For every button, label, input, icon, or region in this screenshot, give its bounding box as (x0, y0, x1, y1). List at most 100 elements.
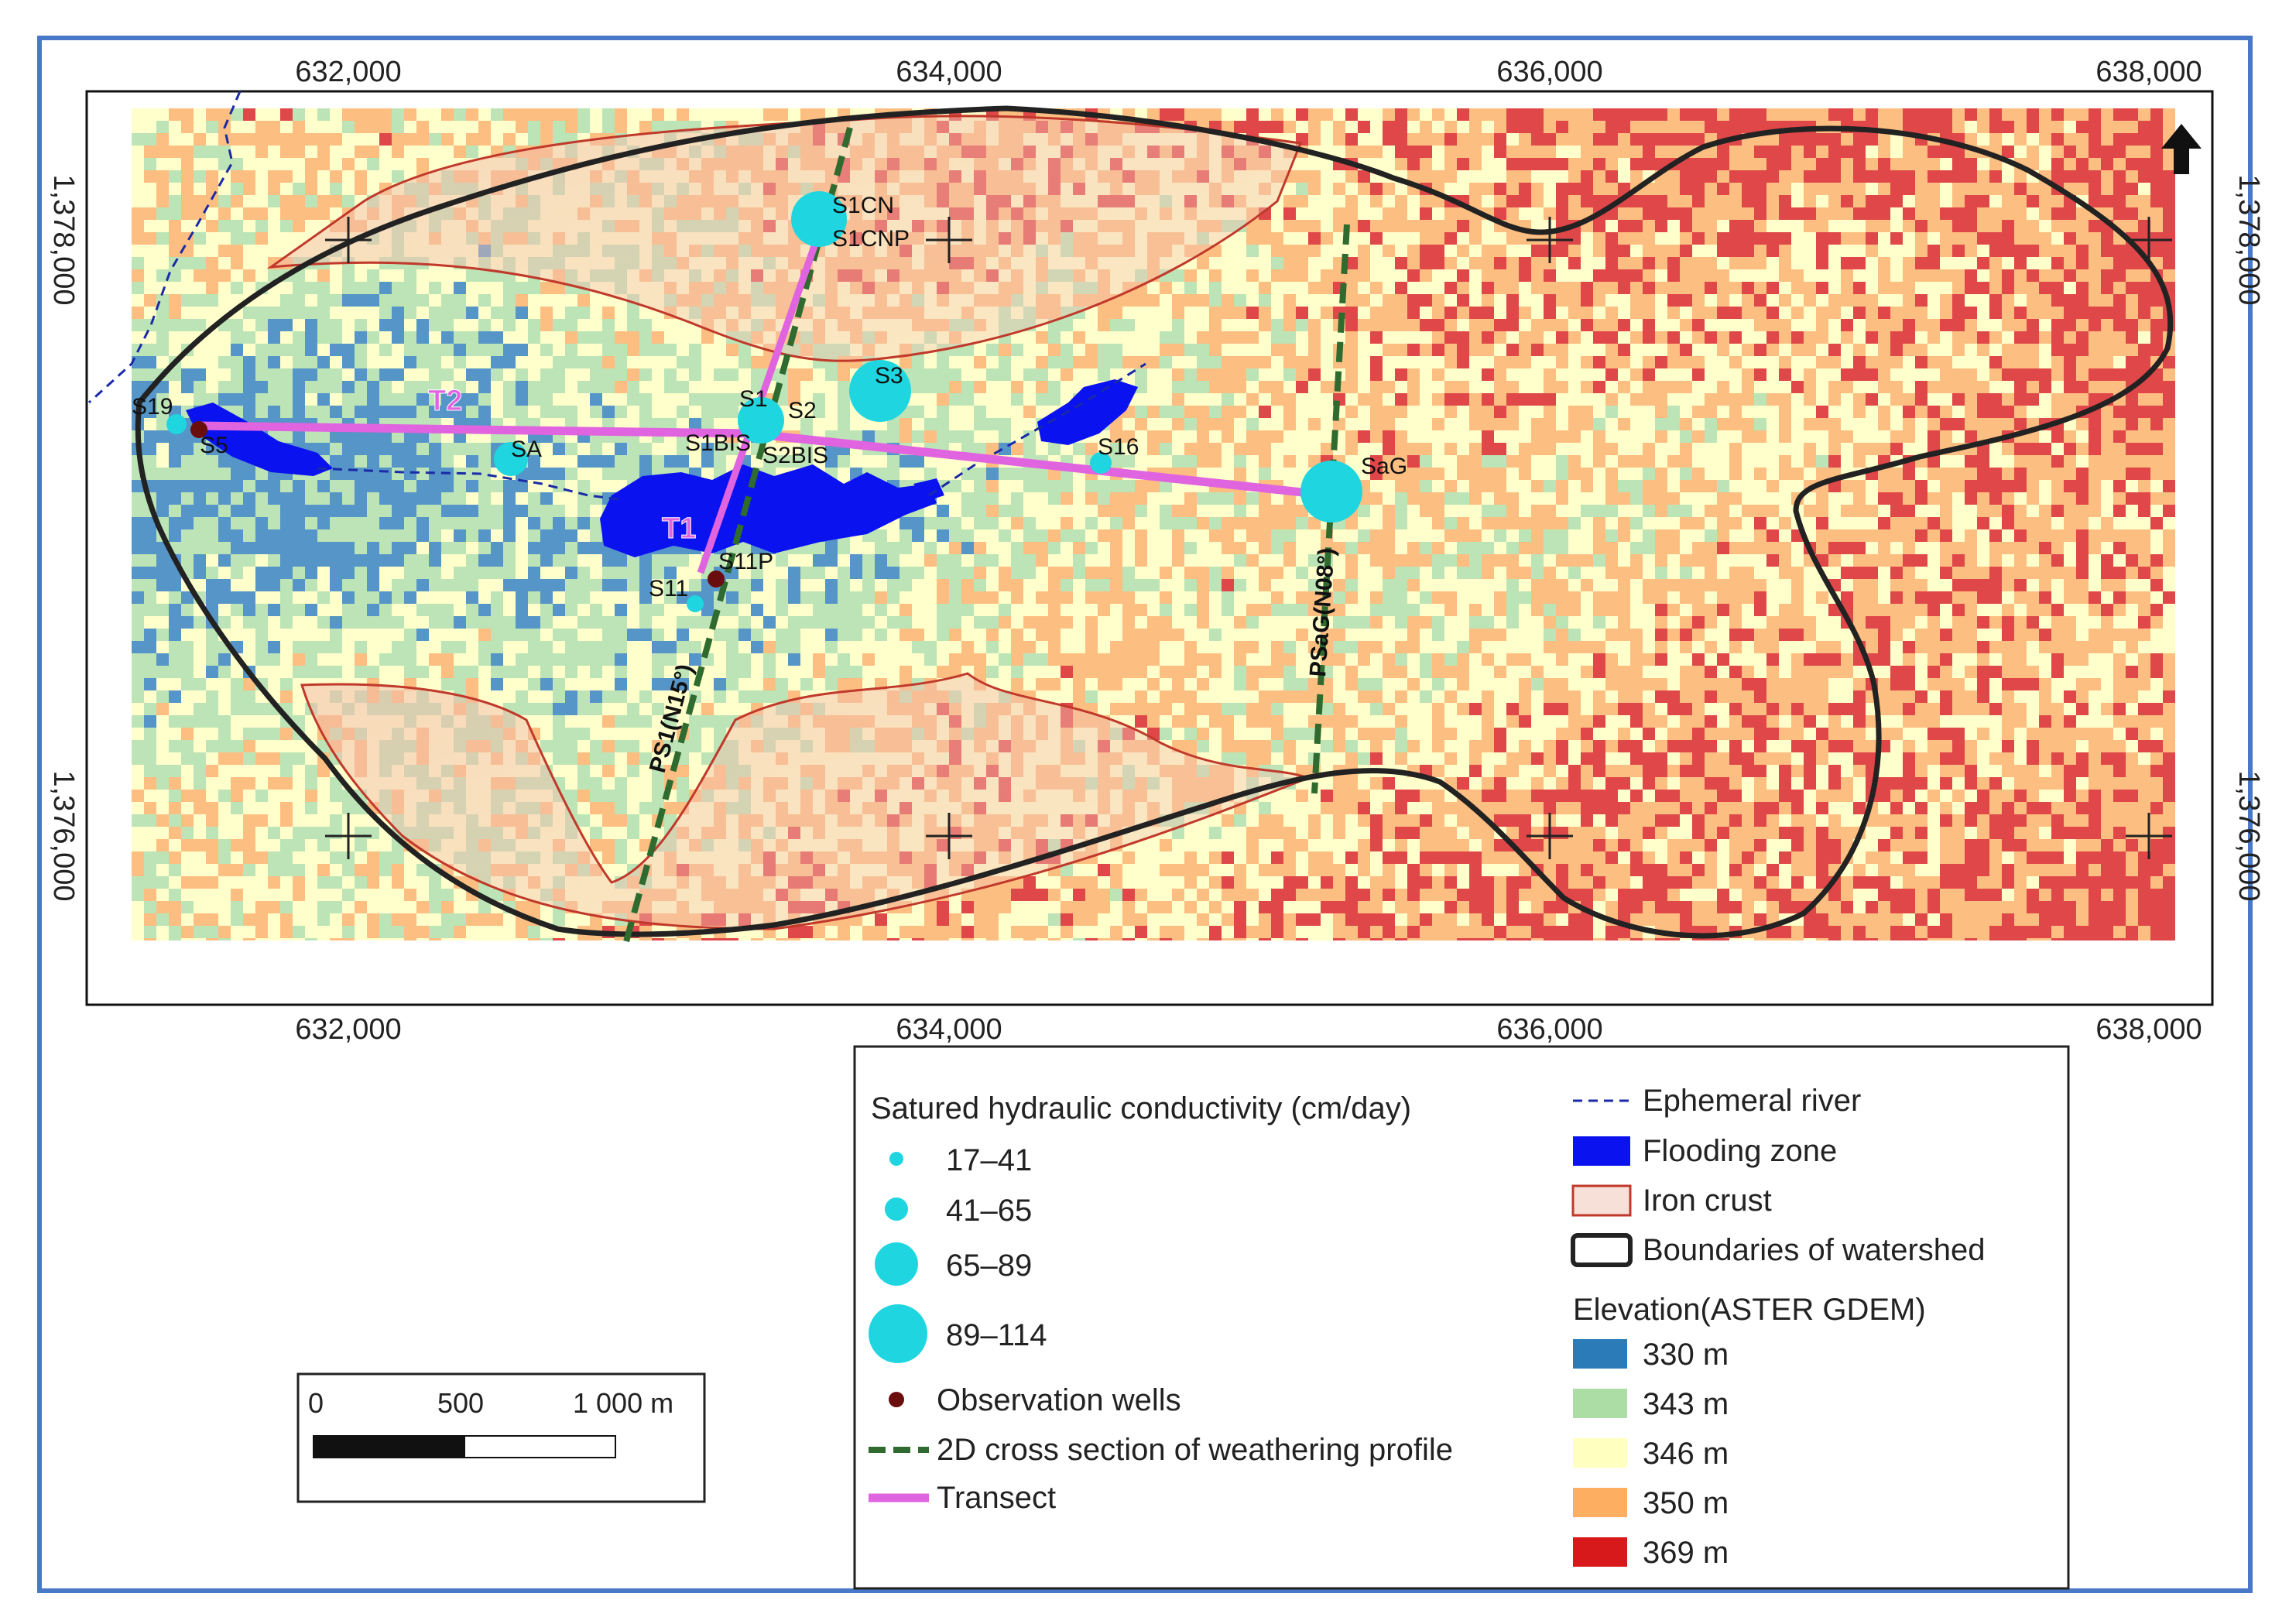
watershed-boundary (135, 105, 2174, 939)
label-s1cn: S1CN (832, 193, 894, 218)
scale-label-1000: 1 000 m (573, 1387, 673, 1419)
conductivity-points (166, 191, 1362, 612)
legend-symbol-flooding (1573, 1136, 1630, 1166)
x-tick-top: 634,000 (896, 56, 1002, 88)
legend-boundaries: Boundaries of watershed (1643, 1233, 1986, 1267)
legend-flooding-zone: Flooding zone (1643, 1134, 1837, 1168)
y-tick-right: 1,376,000 (2232, 770, 2265, 901)
iron-crust-south (300, 672, 1312, 930)
legend-elevation-label: 343 m (1643, 1387, 1729, 1421)
legend-symbol-89-114 (869, 1304, 927, 1363)
point-sag[interactable] (1300, 461, 1362, 522)
transect-t2-west (197, 421, 752, 438)
legend-symbol-41-65 (885, 1197, 908, 1221)
legend-class-17-41: 17–41 (946, 1143, 1032, 1177)
graticule-cross (2126, 217, 2172, 263)
scale-label-500: 500 (437, 1387, 484, 1419)
site-labels: S1CN S1CNP S3 S1 S2 S1BIS S2BIS S19 S5 S… (132, 193, 1407, 601)
legend-elevation-label: 346 m (1643, 1437, 1729, 1471)
scale-label-0: 0 (308, 1387, 324, 1419)
legend: Satured hydraulic conductivity (cm/day) … (853, 1045, 2070, 1590)
well-s11p[interactable] (708, 570, 725, 588)
point-s1cn[interactable] (791, 191, 847, 247)
legend-symbol-iron-crust (1571, 1184, 1632, 1217)
label-s11p: S11P (718, 549, 773, 574)
legend-elevation-label: 350 m (1643, 1486, 1729, 1520)
y-tick-left: 1,378,000 (47, 174, 80, 305)
x-tick-top: 632,000 (295, 56, 401, 88)
graticule-cross (325, 813, 372, 859)
flooding-zone-small (913, 478, 944, 502)
graticule-cross (926, 813, 972, 859)
legend-symbol-well (889, 1392, 904, 1407)
river-northwest (87, 91, 242, 404)
label-s16: S16 (1098, 434, 1139, 460)
legend-elevation-title: Elevation(ASTER GDEM) (1573, 1293, 1926, 1327)
label-s2: S2 (788, 398, 817, 423)
legend-ephemeral-river: Ephemeral river (1643, 1084, 1861, 1118)
x-tick-bottom: 634,000 (896, 1013, 1002, 1046)
legend-class-89-114: 89–114 (946, 1318, 1047, 1352)
label-s11: S11 (649, 576, 688, 601)
label-sa: SA (511, 437, 542, 462)
x-tick-bottom: 632,000 (295, 1013, 401, 1046)
x-tick-top: 636,000 (1496, 56, 1602, 88)
legend-elevation-swatch (1573, 1438, 1627, 1468)
transect-t2-east (750, 429, 1332, 500)
legend-elevation-label: 369 m (1643, 1536, 1729, 1570)
north-arrow-icon (2161, 124, 2202, 174)
point-s11[interactable] (687, 595, 704, 612)
y-tick-left: 1,376,000 (47, 770, 80, 901)
point-s3[interactable] (849, 360, 911, 422)
river-east (928, 362, 1146, 497)
legend-class-41-65: 41–65 (946, 1194, 1032, 1228)
label-sag: SaG (1361, 454, 1407, 479)
legend-symbol-boundary (1571, 1233, 1633, 1267)
x-tick-bottom: 636,000 (1496, 1013, 1602, 1046)
point-s19[interactable] (166, 414, 187, 434)
label-s1bis: S1BIS (685, 430, 751, 456)
label-s1cnp: S1CNP (832, 226, 910, 252)
transect-labels: T2 T1 (428, 385, 697, 546)
graticule-cross (926, 217, 972, 263)
label-s3: S3 (875, 363, 903, 389)
legend-iron-crust: Iron crust (1643, 1184, 1772, 1218)
legend-transect: Transect (937, 1481, 1056, 1515)
point-s1[interactable] (738, 397, 784, 444)
profile-psag-line (1311, 224, 1350, 794)
graticule (325, 217, 2172, 859)
label-t1: T1 (662, 512, 696, 545)
flooding-zone-central (600, 464, 937, 557)
flooding-zone-west (186, 403, 333, 476)
flooding-zone-layer (186, 379, 1138, 557)
point-sa[interactable] (494, 442, 528, 476)
scale-bar: 0 500 1 000 m (296, 1372, 706, 1503)
legend-observation-wells: Observation wells (937, 1383, 1181, 1417)
flooding-zone-east (1037, 379, 1138, 445)
legend-box (853, 1045, 2070, 1590)
legend-elevation-swatch (1573, 1488, 1627, 1517)
label-s2bis: S2BIS (762, 443, 828, 468)
graticule-cross (1527, 813, 1573, 859)
legend-symbol-65-89 (875, 1242, 918, 1286)
legend-elevation-swatch (1573, 1339, 1627, 1369)
scale-bar-white (464, 1435, 616, 1458)
profile-ps1-line (622, 126, 853, 946)
legend-elevation-classes: 330 m 343 m 346 m 350 m 369 m (1573, 1338, 1729, 1570)
legend-symbol-17-41 (889, 1152, 903, 1166)
x-tick-top: 638,000 (2095, 56, 2202, 88)
legend-cross-section: 2D cross section of weathering profile (937, 1433, 1453, 1467)
scale-bar-black (313, 1435, 465, 1458)
axis-labels: 632,000 634,000 636,000 638,000 632,000 … (47, 56, 2265, 1046)
x-tick-bottom: 638,000 (2095, 1013, 2202, 1046)
legend-conductivity-title: Satured hydraulic conductivity (cm/day) (871, 1091, 1411, 1125)
ephemeral-river-layer (87, 91, 1146, 501)
well-s5[interactable] (190, 421, 207, 438)
label-s5: S5 (200, 433, 228, 458)
cross-section-layer (622, 126, 1350, 946)
label-s19: S19 (132, 394, 173, 420)
river-south (317, 467, 620, 501)
point-s16[interactable] (1090, 452, 1112, 474)
graticule-cross (2126, 813, 2172, 859)
